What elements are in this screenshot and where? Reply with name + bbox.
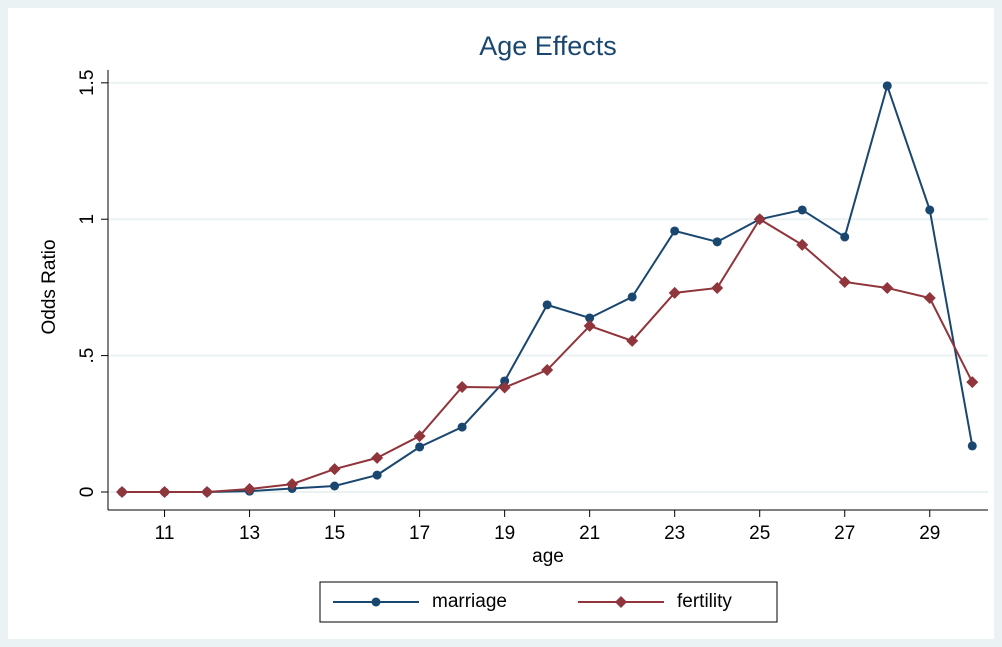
marker	[668, 286, 681, 299]
marker	[413, 430, 426, 443]
marker	[840, 232, 850, 242]
marker	[626, 334, 639, 347]
marker	[201, 485, 214, 498]
x-tick-label: 13	[239, 523, 260, 544]
legend-label: marriage	[432, 591, 507, 612]
marker	[967, 441, 977, 451]
marker	[881, 281, 894, 294]
x-tick-label: 21	[579, 523, 600, 544]
marker	[330, 481, 340, 491]
x-tick-label: 25	[749, 523, 770, 544]
marker	[498, 381, 511, 394]
marker	[670, 226, 680, 236]
marker	[116, 485, 129, 498]
marker	[925, 205, 935, 215]
x-tick-label: 11	[155, 523, 175, 544]
marker	[158, 485, 171, 498]
marker	[371, 597, 381, 607]
x-tick-label: 17	[409, 523, 430, 544]
marker	[627, 292, 637, 302]
marker	[585, 313, 595, 323]
marker	[838, 275, 851, 288]
x-axis-label: age	[532, 546, 564, 567]
y-tick-label: 0	[77, 487, 98, 498]
marker	[372, 470, 382, 480]
x-tick-label: 19	[494, 523, 515, 544]
marker	[457, 422, 467, 432]
y-tick-label: 1.5	[77, 70, 98, 96]
marker	[328, 463, 341, 476]
marker	[500, 376, 510, 386]
marker	[797, 205, 807, 215]
marker	[966, 376, 979, 389]
legend-label: fertility	[677, 591, 732, 612]
marker	[371, 451, 384, 464]
marker	[583, 319, 596, 332]
y-tick-label: .5	[77, 348, 98, 364]
marker	[456, 380, 469, 393]
marker	[542, 300, 552, 310]
y-axis-label: Odds Ratio	[39, 239, 60, 334]
x-tick-label: 27	[834, 523, 855, 544]
x-tick-label: 29	[919, 523, 940, 544]
marker	[923, 292, 936, 305]
marker	[882, 81, 892, 91]
x-tick-label: 15	[324, 523, 345, 544]
chart-title: Age Effects	[479, 31, 617, 61]
marker	[711, 281, 724, 294]
x-tick-label: 23	[664, 523, 685, 544]
marker	[796, 238, 809, 251]
marker	[753, 213, 766, 226]
graph-region	[8, 8, 994, 639]
marker	[286, 478, 299, 491]
marker	[615, 596, 627, 608]
marker	[541, 364, 554, 377]
y-tick-label: 1	[77, 214, 98, 225]
marker	[415, 442, 425, 452]
marker	[712, 237, 722, 247]
marker	[243, 482, 256, 495]
